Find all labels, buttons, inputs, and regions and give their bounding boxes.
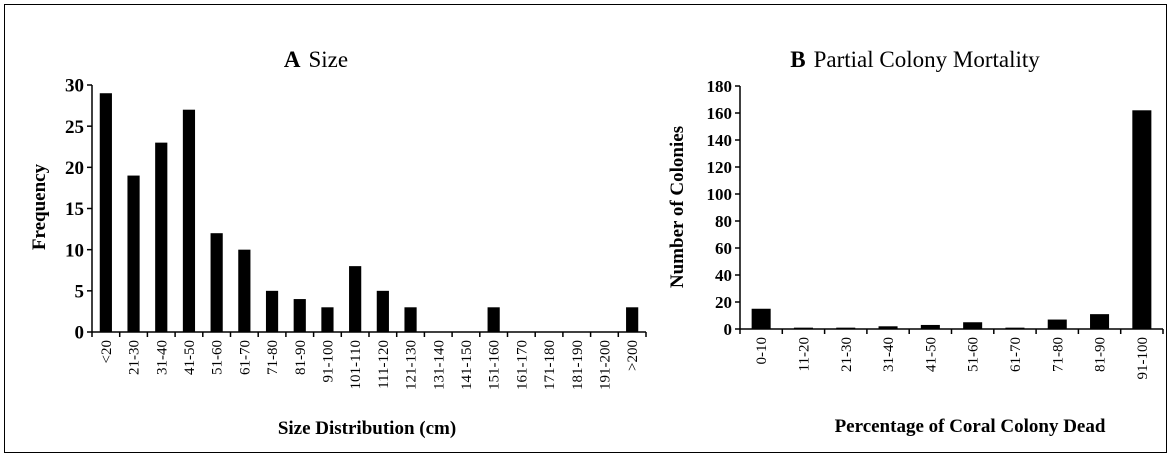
x-tick-label: 11-20 [796,337,812,371]
x-tick-label: 151-160 [487,340,503,390]
y-tick-label: 100 [707,185,733,204]
bar [751,308,771,329]
x-tick-label: 71-80 [1050,337,1066,372]
x-tick-label: 61-70 [1008,337,1024,372]
x-tick-label: 81-90 [293,340,309,375]
x-tick-label: 111-120 [376,340,392,389]
bar [293,299,306,332]
x-tick-label: 101-110 [348,340,364,389]
panel-b-letter: B [790,47,805,72]
x-tick-label: >200 [625,340,641,371]
panel-a-axes [91,85,646,333]
bar [376,290,389,332]
bar [321,307,334,332]
x-tick-label: 191-200 [597,340,613,390]
y-tick-label: 140 [707,131,733,150]
panel-a-y-axis-label: Frequency [29,163,50,250]
x-tick-label: 121-130 [404,340,420,390]
bar [793,327,813,329]
y-tick-label: 20 [65,158,84,179]
x-tick-label: <20 [99,340,115,363]
bar [920,324,940,329]
panel-a: A Size Frequency Size Distribution (cm) 0… [29,47,647,439]
panel-b-y-ticks: 0 20 40 60 80 100 120 140 160 180 [707,77,740,339]
panel-b-x-ticks: 0-10 11-20 21-30 31-40 41-50 51-60 61-70 71-80 8… [739,329,1164,380]
panel-b-axes [739,86,1163,330]
y-tick-label: 60 [715,239,732,258]
bar [626,307,639,332]
x-tick-label: 141-150 [459,340,475,390]
bar [1047,319,1067,329]
panel-b: B Partial Colony Mortality Number of Colo… [667,47,1164,437]
bar [155,142,168,332]
panel-a-letter: A [284,47,301,72]
bar [127,175,140,332]
bar [265,290,279,332]
bar [238,249,251,332]
x-tick-label: 31-40 [881,337,897,372]
bar [963,322,983,329]
x-tick-label: 181-190 [570,340,586,390]
panel-b-bars [751,110,1152,329]
x-tick-label: 171-180 [542,340,558,390]
figure-frame [4,4,1167,453]
panel-a-title-text: Size [309,47,349,72]
y-tick-label: 0 [724,320,733,339]
x-tick-label: 21-30 [839,337,855,372]
x-tick-label: 41-50 [182,340,198,375]
bar [836,327,856,329]
bar [99,93,112,332]
y-tick-label: 160 [707,104,733,123]
bar [1090,314,1110,329]
y-tick-label: 30 [65,76,84,97]
y-tick-label: 15 [65,199,84,220]
panel-a-y-ticks: 0 5 10 15 20 25 30 [65,76,92,344]
x-tick-label: 61-70 [237,340,253,375]
x-tick-label: 131-140 [431,340,447,390]
bar [1005,327,1025,329]
panel-b-title-text: Partial Colony Mortality [814,47,1041,72]
bar [487,307,500,332]
y-tick-label: 120 [707,158,733,177]
y-tick-label: 80 [715,212,732,231]
x-tick-label: 41-50 [923,337,939,372]
bar [210,233,223,332]
panel-a-x-ticks: <20 21-30 31-40 41-50 51-60 61-70 71-80 81-90 91… [91,332,647,390]
x-tick-label: 91-100 [1135,337,1151,380]
panel-b-y-axis-label: Number of Colonies [667,126,688,288]
y-tick-label: 25 [65,117,84,138]
x-tick-label: 51-60 [210,340,226,375]
x-tick-label: 21-30 [127,340,143,375]
y-tick-label: 10 [65,240,84,261]
x-tick-label: 161-170 [514,340,530,390]
x-tick-label: 91-100 [320,340,336,383]
bar [1132,110,1152,329]
bar [182,109,196,332]
bar [349,266,362,332]
panel-b-x-axis-label: Percentage of Coral Colony Dead [835,416,1106,437]
panel-a-bars [99,93,639,332]
panel-b-title: B Partial Colony Mortality [790,47,1040,72]
y-tick-label: 40 [715,266,732,285]
y-tick-label: 180 [707,77,733,96]
y-tick-label: 5 [75,281,85,302]
panel-a-x-axis-label: Size Distribution (cm) [278,418,456,439]
bar [404,307,417,332]
panel-a-title: A Size [284,47,348,72]
x-tick-label: 31-40 [154,340,170,375]
x-tick-label: 51-60 [966,337,982,372]
x-tick-label: 71-80 [265,340,281,375]
bar [878,326,898,329]
x-tick-label: 0-10 [754,337,770,365]
y-tick-label: 20 [715,293,732,312]
y-tick-label: 0 [75,323,85,344]
x-tick-label: 81-90 [1093,337,1109,372]
